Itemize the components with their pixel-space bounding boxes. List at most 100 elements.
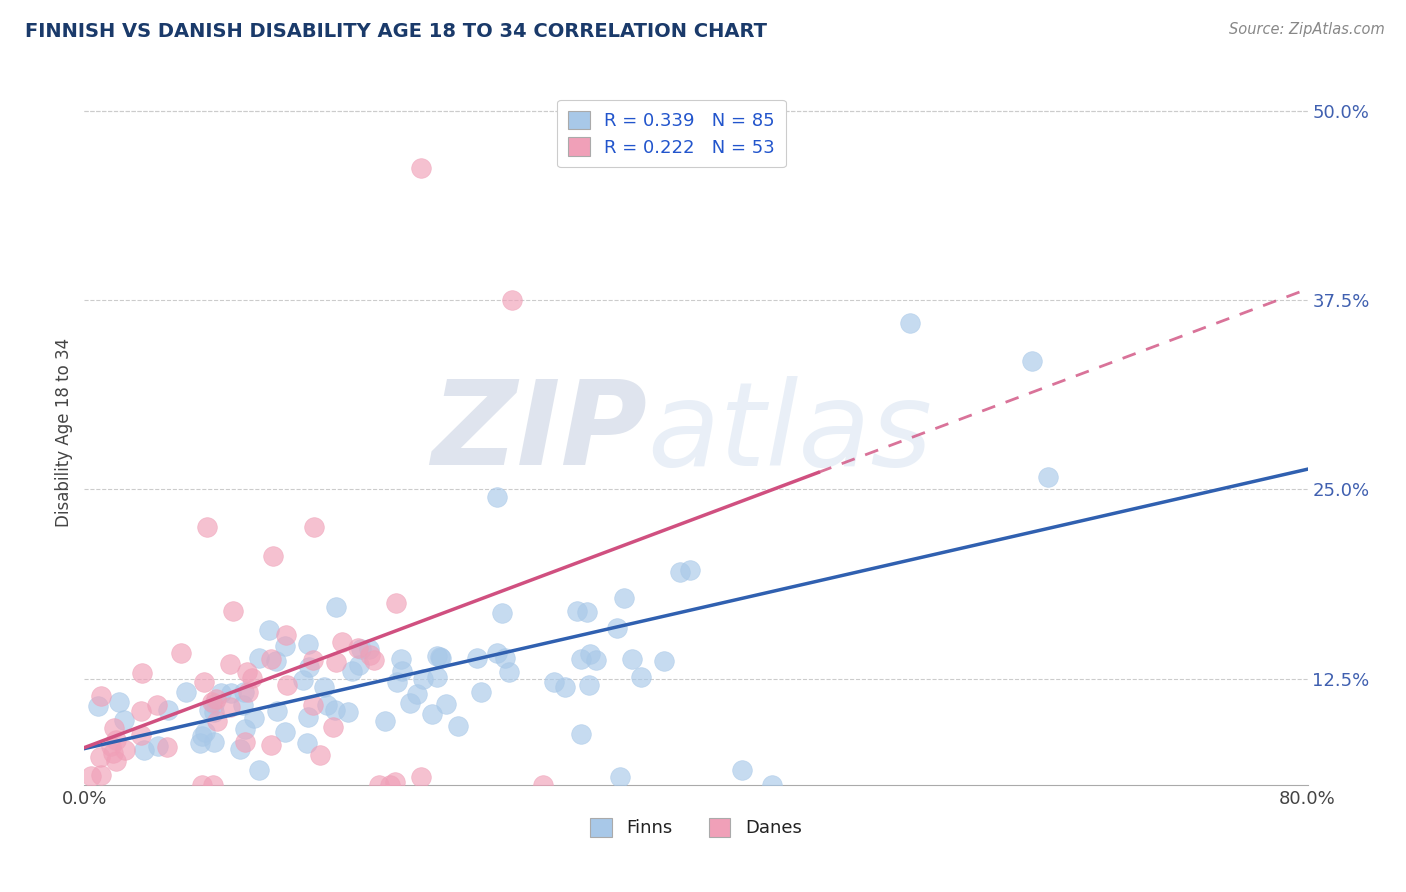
Point bbox=[232, 698, 254, 712]
Point bbox=[668, 565, 690, 579]
Point bbox=[384, 775, 406, 789]
Point bbox=[205, 714, 228, 729]
Point bbox=[323, 703, 346, 717]
Point bbox=[325, 655, 347, 669]
Point bbox=[90, 689, 112, 703]
Point bbox=[531, 778, 554, 792]
Point bbox=[630, 670, 652, 684]
Point bbox=[609, 771, 631, 785]
Point bbox=[202, 735, 225, 749]
Point bbox=[148, 739, 170, 753]
Point bbox=[569, 727, 592, 741]
Y-axis label: Disability Age 18 to 34: Disability Age 18 to 34 bbox=[55, 338, 73, 527]
Point bbox=[316, 698, 339, 713]
Point bbox=[273, 639, 295, 653]
Point bbox=[467, 650, 489, 665]
Point bbox=[101, 746, 124, 760]
Point bbox=[576, 605, 599, 619]
Point bbox=[399, 696, 422, 710]
Point bbox=[621, 652, 644, 666]
Point bbox=[257, 624, 280, 638]
Point bbox=[233, 722, 256, 736]
Point bbox=[190, 778, 212, 792]
Point bbox=[485, 646, 508, 660]
Text: ZIP: ZIP bbox=[432, 376, 647, 490]
Point bbox=[201, 778, 224, 792]
Point bbox=[554, 680, 576, 694]
Point bbox=[157, 703, 180, 717]
Point bbox=[578, 647, 600, 661]
Point bbox=[205, 692, 228, 706]
Point bbox=[103, 721, 125, 735]
Point bbox=[174, 685, 197, 699]
Point bbox=[336, 705, 359, 719]
Point bbox=[412, 673, 434, 687]
Point bbox=[129, 705, 152, 719]
Point bbox=[233, 735, 256, 749]
Point bbox=[260, 651, 283, 665]
Point bbox=[194, 725, 217, 739]
Point bbox=[409, 161, 432, 176]
Text: atlas: atlas bbox=[647, 376, 932, 490]
Point bbox=[276, 678, 298, 692]
Point bbox=[405, 687, 427, 701]
Point bbox=[202, 697, 225, 711]
Point bbox=[240, 671, 263, 685]
Point bbox=[108, 695, 131, 709]
Point bbox=[434, 697, 457, 711]
Point bbox=[198, 703, 221, 717]
Point bbox=[429, 649, 451, 664]
Point bbox=[156, 740, 179, 755]
Point bbox=[491, 606, 513, 620]
Point bbox=[409, 771, 432, 785]
Point bbox=[301, 653, 323, 667]
Point bbox=[429, 650, 451, 665]
Point bbox=[367, 778, 389, 792]
Legend: Finns, Danes: Finns, Danes bbox=[581, 809, 811, 847]
Point bbox=[297, 710, 319, 724]
Point bbox=[228, 742, 250, 756]
Point bbox=[222, 603, 245, 617]
Point bbox=[679, 563, 702, 577]
Point bbox=[100, 739, 122, 753]
Point bbox=[292, 673, 315, 687]
Point bbox=[80, 769, 103, 783]
Point bbox=[498, 665, 520, 679]
Text: FINNISH VS DANISH DISABILITY AGE 18 TO 34 CORRELATION CHART: FINNISH VS DANISH DISABILITY AGE 18 TO 3… bbox=[25, 22, 768, 41]
Point bbox=[347, 658, 370, 673]
Point bbox=[486, 490, 509, 504]
Point bbox=[359, 648, 381, 662]
Point bbox=[470, 685, 492, 699]
Point bbox=[90, 768, 112, 782]
Point bbox=[236, 685, 259, 699]
Point bbox=[297, 637, 319, 651]
Point bbox=[606, 621, 628, 635]
Point bbox=[264, 654, 287, 668]
Point bbox=[114, 743, 136, 757]
Point bbox=[112, 713, 135, 727]
Point bbox=[247, 650, 270, 665]
Point bbox=[363, 653, 385, 667]
Point bbox=[350, 642, 373, 657]
Point bbox=[209, 686, 232, 700]
Point bbox=[308, 747, 330, 762]
Point bbox=[221, 686, 243, 700]
Point bbox=[359, 642, 381, 657]
Point bbox=[201, 695, 224, 709]
Point bbox=[385, 675, 408, 690]
Point bbox=[569, 652, 592, 666]
Point bbox=[260, 738, 283, 752]
Point bbox=[314, 680, 336, 694]
Point bbox=[89, 749, 111, 764]
Point bbox=[105, 754, 128, 768]
Point bbox=[543, 674, 565, 689]
Point bbox=[761, 778, 783, 792]
Point bbox=[426, 648, 449, 663]
Point bbox=[195, 520, 218, 534]
Point bbox=[384, 597, 406, 611]
Point bbox=[1021, 353, 1043, 368]
Point bbox=[652, 655, 675, 669]
Point bbox=[302, 698, 325, 713]
Point bbox=[219, 699, 242, 714]
Point bbox=[380, 778, 402, 792]
